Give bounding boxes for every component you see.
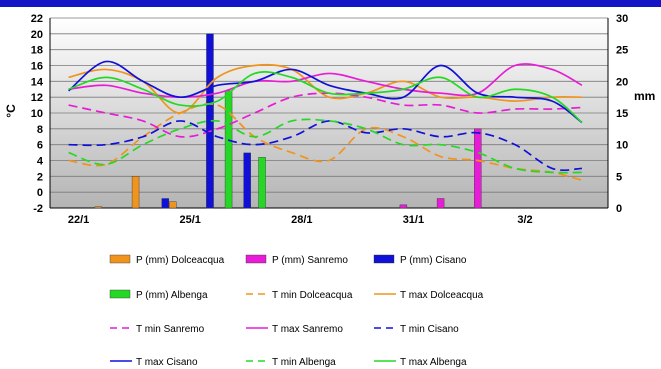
x-tick-label: 22/1 [68, 214, 89, 226]
top-accent-bar [0, 0, 661, 7]
legend-label-t-max-dolceacqua: T max Dolceacqua [400, 290, 484, 301]
y-left-tick-label: 0 [37, 187, 43, 199]
y-right-tick-label: 5 [616, 171, 622, 183]
legend-label-p-mm-cisano: P (mm) Cisano [400, 255, 467, 266]
line-t-min-albenga [68, 118, 582, 174]
bar-p-mm-cisano [243, 152, 251, 209]
x-tick-label: 3/2 [517, 214, 532, 226]
line-t-min-cisano [68, 120, 583, 172]
y-left-tick-label: 6 [37, 140, 43, 152]
bar-p-mm-dolceacqua [169, 201, 177, 209]
y-left-axis-label: °C [4, 104, 18, 118]
bar-p-mm-albenga [258, 157, 266, 209]
y-right-tick-label: 25 [616, 45, 628, 57]
bar-p-mm-cisano [161, 198, 170, 209]
legend-swatch-p-mm-albenga [109, 289, 131, 299]
legend-label-t-min-albenga: T min Albenga [272, 357, 336, 368]
legend-label-t-min-sanremo: T min Sanremo [136, 324, 205, 335]
y-right-tick-label: 30 [616, 13, 628, 25]
legend-label-t-min-dolceacqua: T min Dolceacqua [272, 290, 353, 301]
y-left-tick-label: 8 [37, 124, 43, 136]
x-tick-label: 28/1 [291, 214, 312, 226]
y-left-tick-label: 16 [31, 61, 43, 73]
legend-label-p-mm-sanremo: P (mm) Sanremo [272, 255, 348, 266]
legend-label-p-mm-albenga: P (mm) Albenga [136, 290, 208, 301]
legend-swatch-p-mm-cisano [373, 254, 395, 264]
y-right-axis-label: mm [634, 89, 655, 103]
y-left-tick-label: 18 [31, 45, 43, 57]
y-right-tick-label: 10 [616, 140, 628, 152]
y-left-tick-label: 22 [31, 13, 43, 25]
y-left-tick-label: 2 [37, 171, 43, 183]
y-right-tick-label: 15 [616, 108, 628, 120]
y-left-tick-label: 10 [31, 108, 43, 120]
legend-label-t-max-sanremo: T max Sanremo [272, 324, 343, 335]
y-left-tick-label: 12 [31, 92, 43, 104]
x-tick-label: 25/1 [179, 214, 200, 226]
line-t-max-dolceacqua [68, 63, 582, 114]
y-left-tick-label: 20 [31, 29, 43, 41]
bar-p-mm-sanremo [399, 204, 408, 209]
bar-p-mm-sanremo [436, 198, 445, 209]
y-right-tick-label: 20 [616, 76, 628, 88]
line-t-min-dolceacqua [68, 103, 583, 182]
bar-p-mm-dolceacqua [94, 206, 103, 209]
y-left-tick-label: -2 [33, 203, 43, 215]
y-left-tick-label: 4 [37, 156, 44, 168]
bar-p-mm-sanremo [474, 128, 482, 209]
legend-swatch-p-mm-sanremo [245, 254, 267, 264]
legend-swatch-p-mm-dolceacqua [109, 254, 131, 264]
bar-p-mm-dolceacqua [131, 176, 140, 209]
y-right-tick-label: 0 [616, 203, 622, 215]
legend-label-p-mm-dolceacqua: P (mm) Dolceacqua [136, 255, 225, 266]
legend-label-t-max-albenga: T max Albenga [400, 357, 467, 368]
line-t-max-cisano [68, 60, 583, 124]
y-left-tick-label: 14 [31, 76, 44, 88]
bar-p-mm-albenga [224, 90, 233, 209]
x-tick-label: 31/1 [403, 214, 424, 226]
legend-label-t-min-cisano: T min Cisano [400, 324, 459, 335]
line-t-max-albenga [68, 71, 583, 124]
legend-label-t-max-cisano: T max Cisano [136, 357, 198, 368]
